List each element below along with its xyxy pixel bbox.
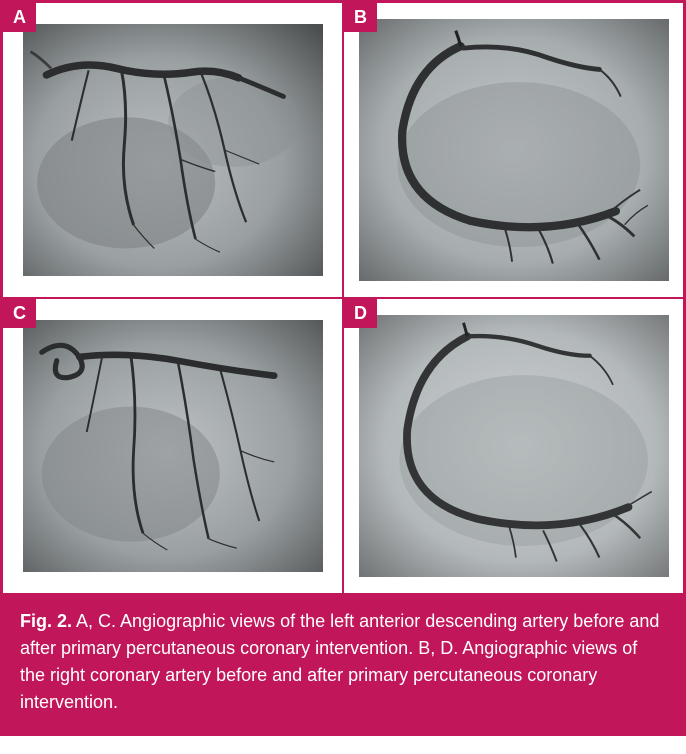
- panel-grid: A: [2, 2, 684, 594]
- angiogram-image-A: [5, 5, 340, 295]
- panel-label-D: D: [344, 299, 377, 328]
- angiogram-image-B: [346, 5, 681, 295]
- panel-A: A: [2, 2, 343, 298]
- panel-D: D: [343, 298, 684, 594]
- figure-caption: Fig. 2. A, C. Angiographic views of the …: [2, 594, 684, 734]
- figure-caption-text: A, C. Angiographic views of the left ant…: [20, 611, 659, 712]
- panel-B: B: [343, 2, 684, 298]
- panel-label-B: B: [344, 3, 377, 32]
- panel-label-C: C: [3, 299, 36, 328]
- figure-container: A: [0, 0, 686, 736]
- angiogram-image-D: [346, 301, 681, 591]
- panel-C: C: [2, 298, 343, 594]
- angiogram-image-C: [5, 301, 340, 591]
- panel-label-A: A: [3, 3, 36, 32]
- figure-caption-label: Fig. 2.: [20, 611, 72, 631]
